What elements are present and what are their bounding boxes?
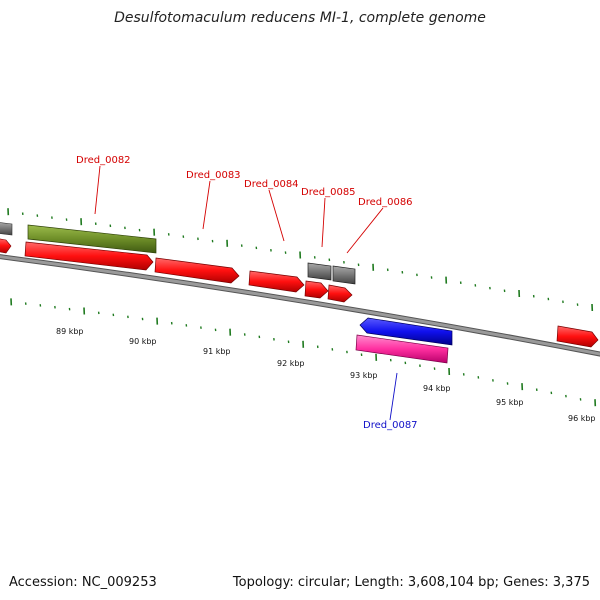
tick-label-93: 93 kbp (350, 371, 378, 380)
tick-label-96: 96 kbp (568, 414, 596, 423)
gene-label-dred-0082[interactable]: Dred_0082 (76, 155, 131, 166)
gene-label-dred-0084[interactable]: Dred_0084 (244, 179, 299, 190)
gene-blue-reverse[interactable] (359, 317, 453, 346)
label-connectors (94, 165, 384, 254)
tick-label-95: 95 kbp (496, 398, 524, 407)
gene-red-forward-4[interactable] (304, 280, 329, 299)
gene-dred-0082[interactable] (27, 224, 157, 254)
gene-red-forward-right[interactable] (556, 325, 599, 348)
gene-label-dred-0087[interactable]: Dred_0087 (363, 420, 418, 431)
label-connector-reverse (389, 372, 398, 421)
upper-tick-row (7, 208, 594, 312)
gene-label-dred-0086[interactable]: Dred_0086 (358, 197, 413, 208)
gene-label-dred-0083[interactable]: Dred_0083 (186, 170, 241, 181)
gene-gray-left[interactable] (0, 222, 13, 236)
tick-label-91: 91 kbp (203, 347, 231, 356)
gene-red-forward-1[interactable] (24, 241, 154, 271)
map-title: Desulfotomaculum reducens MI-1, complete… (114, 10, 486, 26)
tick-label-89: 89 kbp (56, 327, 84, 336)
gene-dred-0087[interactable] (355, 334, 449, 364)
gene-red-forward-2[interactable] (154, 257, 240, 284)
gene-red-forward-3[interactable] (248, 270, 305, 293)
accession-text: Accession: NC_009253 (9, 575, 157, 590)
tick-labels: 89 kbp 90 kbp 91 kbp 92 kbp 93 kbp 94 kb… (56, 327, 596, 423)
tick-label-94: 94 kbp (423, 384, 451, 393)
gene-label-dred-0085[interactable]: Dred_0085 (301, 187, 356, 198)
genome-backbone (0, 254, 600, 357)
lower-tick-row (10, 298, 597, 407)
gene-red-left-stub[interactable] (0, 238, 12, 254)
gene-dred-0085[interactable] (307, 262, 332, 281)
gene-dred-0086[interactable] (332, 265, 356, 285)
tick-label-90: 90 kbp (129, 337, 157, 346)
gene-red-forward-5[interactable] (327, 284, 353, 303)
genome-summary-text: Topology: circular; Length: 3,608,104 bp… (232, 575, 590, 590)
tick-label-92: 92 kbp (277, 359, 305, 368)
